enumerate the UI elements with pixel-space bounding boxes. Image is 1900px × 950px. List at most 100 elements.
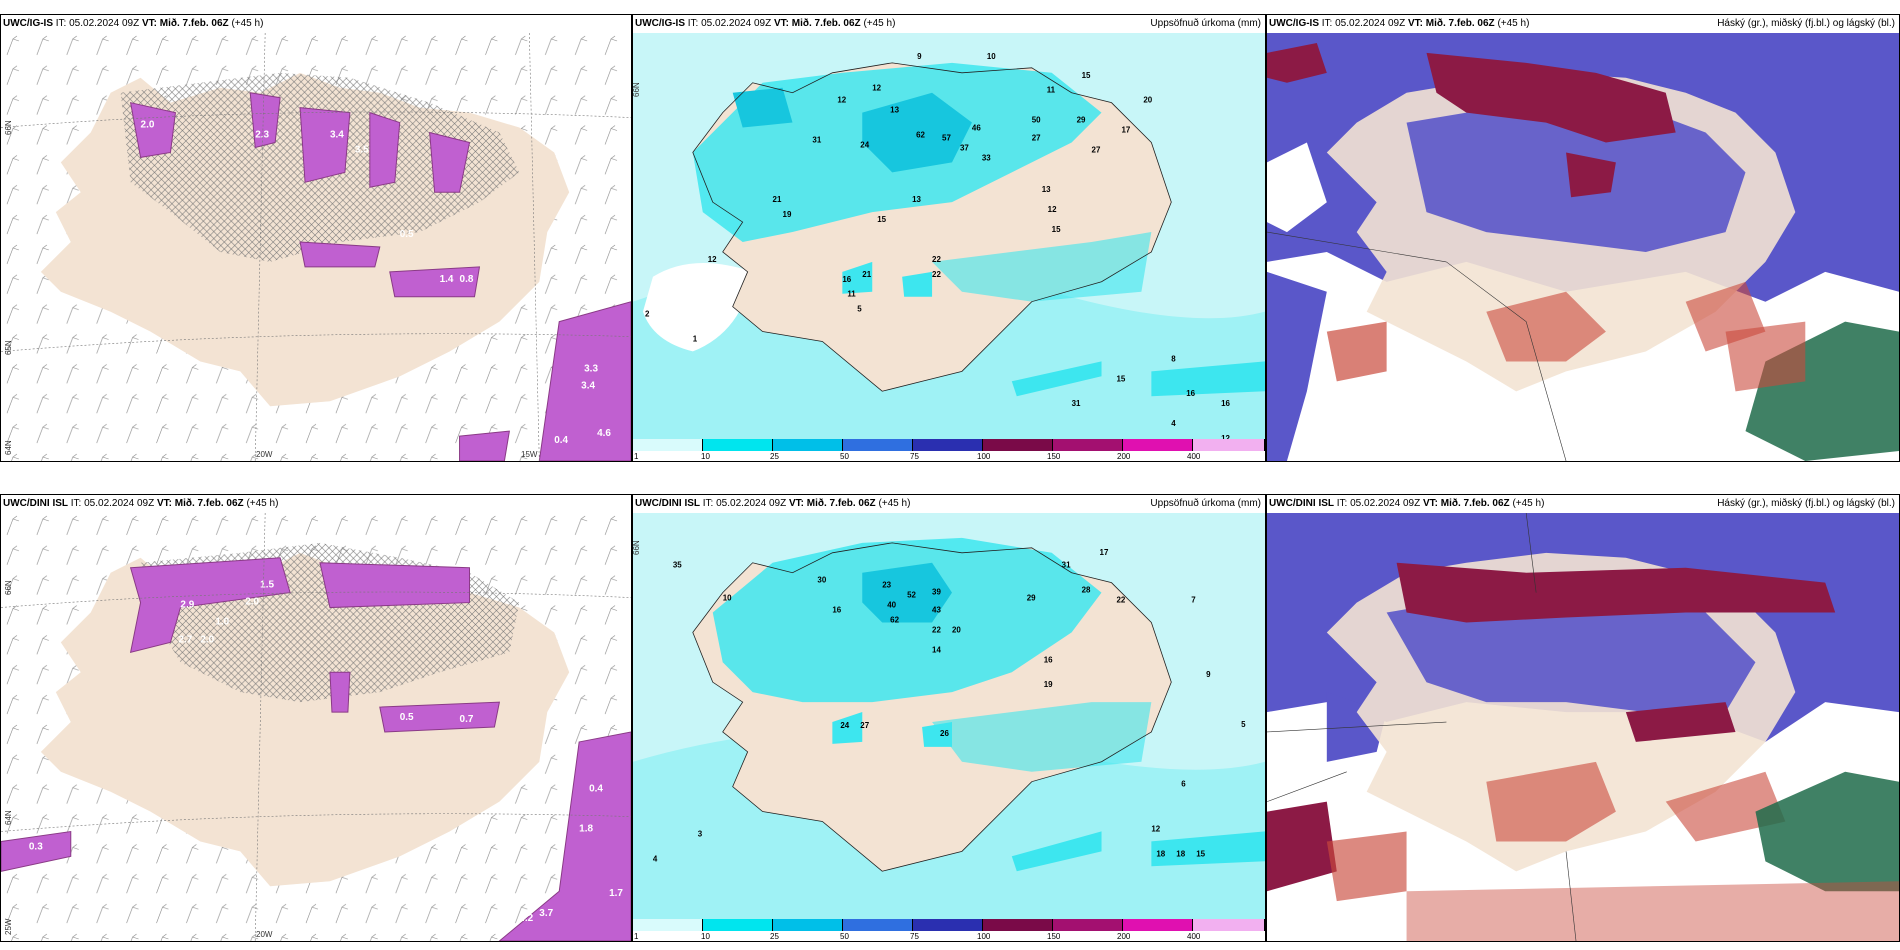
precip-value: 14 [932, 645, 941, 654]
wind-value: 2.0 [245, 597, 259, 608]
precip-value: 62 [916, 130, 925, 139]
colorbar-tick: 200 [1117, 932, 1131, 941]
precip-value: 9 [917, 52, 922, 61]
vt-value: Mið. 7.feb. 06Z [806, 498, 876, 509]
map-precip-top: 10 9 12 12 13 24 31 62 57 46 37 33 50 27… [633, 33, 1265, 439]
precip-value: 19 [1044, 680, 1053, 689]
precip-value: 24 [840, 721, 849, 730]
wind-map-svg: 1.5 2.0 2.9 2.7 2.0 1.0 0.5 0.7 1.8 4.2 … [1, 513, 631, 941]
panel-variable-title: Háský (gr.), miðský (fj.bl.) og lágský (… [1717, 18, 1895, 29]
precip-value: 16 [832, 606, 841, 615]
precip-value: 15 [1116, 374, 1125, 383]
wind-value: 1.0 [215, 616, 229, 627]
lead-time: (+45 h) [863, 18, 896, 29]
wind-value: 4.2 [519, 913, 533, 924]
precip-value: 27 [1092, 145, 1101, 154]
vt-label: VT: [156, 498, 172, 509]
vt-value: Mið. 7.feb. 06Z [174, 498, 244, 509]
precip-value: 43 [932, 606, 941, 615]
wind-value: 1.5 [260, 580, 274, 591]
it-value: 05.02.2024 09Z [716, 498, 787, 509]
panel-title: UWC/DINI ISL IT: 05.02.2024 09Z VT: Mið.… [1269, 498, 1544, 509]
precip-value: 4 [1171, 419, 1176, 428]
lead-time: (+45 h) [1497, 18, 1530, 29]
panel-title: UWC/IG-IS IT: 05.02.2024 09Z VT: Mið. 7.… [635, 18, 895, 29]
precip-value: 62 [890, 615, 899, 624]
precip-value: 22 [1116, 596, 1125, 605]
precip-value: 24 [860, 140, 869, 149]
precip-value: 16 [842, 275, 851, 284]
precip-value: 57 [942, 133, 951, 142]
colorbar-tick: 1 [634, 932, 639, 941]
panel-title: UWC/IG-IS IT: 05.02.2024 09Z VT: Mið. 7.… [1269, 18, 1529, 29]
colorbar-tick: 25 [770, 932, 779, 941]
wind-value: 2.7 [178, 634, 192, 645]
precip-value: 12 [1221, 434, 1230, 439]
coastline [692, 62, 1172, 392]
colorbar-swatch [1193, 919, 1265, 931]
wind-value: 0.4 [554, 435, 568, 446]
precip-colorbar: 1 10 25 50 75 100 150 200 400 [633, 439, 1265, 461]
panel-variable-title: Uppsöfnuð úrkoma (mm) [1150, 18, 1261, 29]
wind-value: 0.5 [400, 712, 414, 723]
vt-label: VT: [1422, 498, 1438, 509]
panel-top-mid-ig-is-precip: UWC/IG-IS IT: 05.02.2024 09Z VT: Mið. 7.… [632, 14, 1266, 462]
colorbar-swatch [703, 439, 773, 451]
lat-label-65n: 65N [4, 340, 13, 355]
lat-label-66n: 66N [4, 120, 13, 135]
colorbar-swatch [913, 439, 983, 451]
it-label: IT: [702, 498, 714, 509]
precip-value: 11 [847, 290, 856, 299]
it-label: IT: [1336, 498, 1348, 509]
precip-value: 23 [882, 581, 891, 590]
colorbar-tick: 150 [1047, 932, 1061, 941]
precip-value: 9 [1206, 670, 1211, 679]
wind-value: 3.0 [519, 435, 533, 446]
lon-label-20w: 20W [256, 450, 273, 459]
lead-time: (+45 h) [246, 498, 279, 509]
colorbar-tick: 100 [977, 932, 991, 941]
colorbar-swatch [773, 439, 843, 451]
panel-bot-left-dini-wind: UWC/DINI ISL IT: 05.02.2024 09Z VT: Mið.… [0, 494, 632, 942]
colorbar-swatch [1053, 919, 1123, 931]
colorbar-swatch [983, 439, 1053, 451]
lat-label-66n: 66N [632, 82, 641, 97]
precip-value: 26 [940, 729, 949, 738]
vt-label: VT: [1407, 18, 1423, 29]
it-label: IT: [1321, 18, 1333, 29]
precip-value: 21 [773, 195, 782, 204]
precip-value: 10 [987, 52, 996, 61]
colorbar-tick: 50 [840, 452, 849, 461]
lon-label-20w: 20W [256, 930, 273, 939]
precip-value: 39 [932, 588, 941, 597]
wind-value-labels: 1.5 2.0 2.9 2.7 2.0 1.0 0.5 0.7 1.8 4.2 … [29, 580, 623, 924]
lead-time: (+45 h) [878, 498, 911, 509]
model-name: UWC/DINI ISL [3, 498, 68, 509]
lat-label-64n: 64N [4, 810, 13, 825]
colorbar-swatch [633, 919, 703, 931]
vt-label: VT: [788, 498, 804, 509]
lat-label-66n: 66N [4, 580, 13, 595]
wind-value: 1.8 [579, 824, 593, 835]
precip-value: 11 [1047, 86, 1056, 95]
panel-top-right-ig-is-clouds: UWC/IG-IS IT: 05.02.2024 09Z VT: Mið. 7.… [1266, 14, 1900, 462]
precip-value: 15 [1082, 71, 1091, 80]
map-precip-bot: 23 30 40 52 39 43 62 22 20 16 14 35 19 2… [633, 513, 1265, 919]
colorbar-swatch [1123, 919, 1193, 931]
colorbar-tick: 200 [1117, 452, 1131, 461]
dry-area [642, 262, 753, 352]
colorbar-tick: 10 [701, 452, 710, 461]
precip-value: 46 [972, 124, 981, 133]
colorbar-swatch [703, 919, 773, 931]
colorbar-swatch [1123, 439, 1193, 451]
precip-value: 22 [932, 255, 941, 264]
wind-value: 3.4 [581, 380, 595, 391]
vt-value: Mið. 7.feb. 06Z [1425, 18, 1495, 29]
precip-value: 12 [708, 255, 717, 264]
precip-value: 13 [1042, 185, 1051, 194]
wind-value: 0.5 [400, 229, 414, 240]
map-wind-top: 2.3 2.0 3.5 3.4 1.4 0.8 0.5 3.3 3.4 4.6 … [1, 33, 631, 461]
wind-value: 2.9 [180, 600, 194, 611]
map-clouds-top [1267, 33, 1899, 461]
precip-value: 31 [812, 135, 821, 144]
